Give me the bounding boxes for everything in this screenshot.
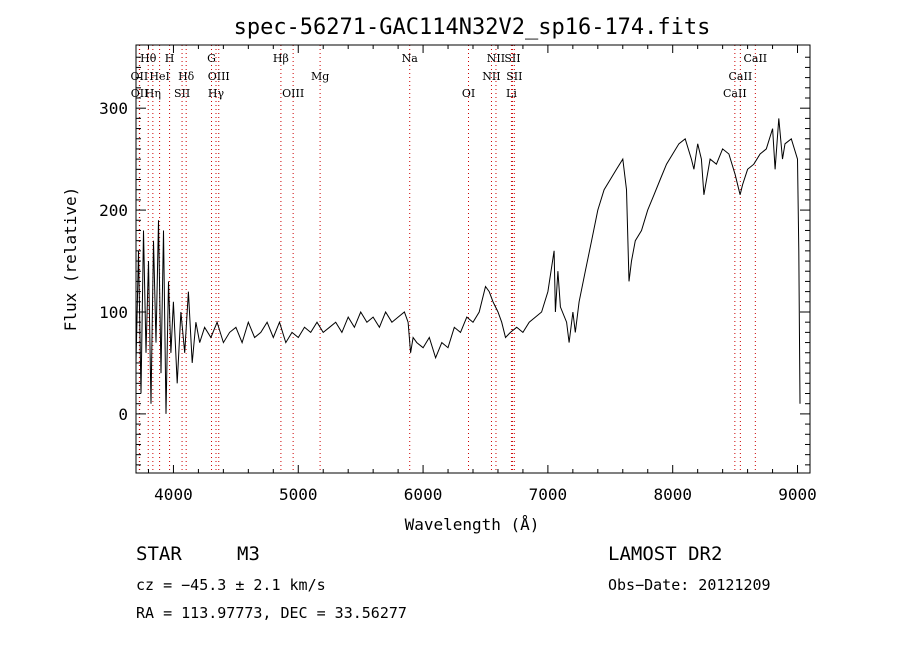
observation-date: Obs−Date: 20121209: [608, 576, 771, 594]
object-class: STAR: [136, 543, 182, 565]
x-tick-label: 4000: [154, 485, 193, 504]
survey-name: LAMOST DR2: [608, 543, 723, 565]
emission-line-label: Hθ: [140, 52, 157, 65]
emission-line-label: CaII: [743, 52, 767, 65]
redshift-velocity: cz = −45.3 ± 2.1 km/s: [136, 576, 326, 594]
emission-line-label: OIII: [208, 70, 230, 83]
emission-line-label: OII: [131, 70, 149, 83]
y-tick-label: 0: [118, 405, 128, 424]
y-tick-label: 100: [99, 303, 128, 322]
sky-coordinates: RA = 113.97773, DEC = 33.56277: [136, 604, 407, 622]
emission-line-label: Hγ: [208, 87, 225, 100]
chart-title: spec-56271-GAC114N32V2_sp16-174.fits: [234, 15, 711, 40]
emission-line-label: SII: [504, 52, 520, 65]
emission-line-label: OII: [131, 87, 149, 100]
x-tick-label: 5000: [279, 485, 318, 504]
x-tick-label: 9000: [778, 485, 817, 504]
x-tick-label: 8000: [653, 485, 692, 504]
spectrum-line: [135, 118, 801, 414]
x-tick-label: 7000: [529, 485, 568, 504]
emission-line-label: SII: [174, 87, 190, 100]
emission-line-markers: [138, 45, 756, 473]
emission-line-label: NII: [487, 52, 505, 65]
emission-line-label: OIII: [282, 87, 304, 100]
x-axis-ticks: 4000 5000 6000 7000 8000 9000: [147, 45, 817, 504]
emission-line-label: OI: [462, 87, 475, 100]
y-tick-label: 200: [99, 201, 128, 220]
emission-line-label: HeI: [149, 70, 169, 83]
plot-frame: [135, 44, 811, 474]
y-axis-ticks: 0 100 200 300: [99, 56, 810, 466]
emission-line-label: Mg: [311, 70, 329, 83]
emission-line-label: Na: [402, 52, 419, 65]
emission-line-label: Hβ: [273, 52, 289, 65]
x-axis-label: Wavelength (Å): [405, 515, 540, 534]
emission-line-label: CaII: [729, 70, 753, 83]
object-subclass: M3: [237, 543, 260, 565]
emission-line-label: H: [165, 52, 175, 65]
emission-line-label: Hη: [145, 87, 161, 100]
x-tick-label: 6000: [404, 485, 443, 504]
emission-line-labels: HθOIIOIIHηHeIHHδSIIGOIIIHγHβMgOIIINaOINI…: [131, 52, 768, 100]
emission-line-label: CaII: [723, 87, 747, 100]
emission-line-label: NII: [482, 70, 500, 83]
emission-line-label: Hδ: [178, 70, 195, 83]
emission-line-label: G: [207, 52, 216, 65]
y-axis-label: Flux (relative): [61, 187, 80, 332]
emission-line-label: Li: [506, 87, 517, 100]
emission-line-label: SII: [506, 70, 522, 83]
y-tick-label: 300: [99, 99, 128, 118]
